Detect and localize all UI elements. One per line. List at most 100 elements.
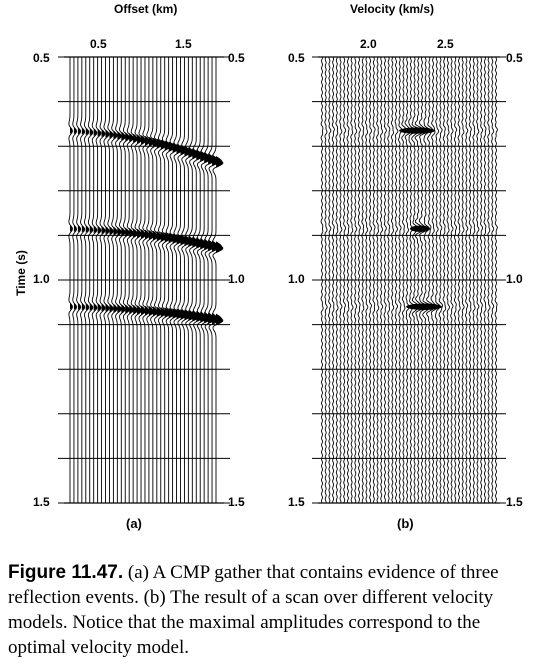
panel-b-amplitude-peak [399,127,435,134]
panel-a-event-lobe [81,127,85,135]
panel-b-trace [357,56,361,504]
panel-a-trace [154,56,163,503]
panel-a-event-lobe [70,127,73,134]
panel-a-trace [161,56,171,503]
panel-a-ytick-right-0: 0.5 [228,51,245,65]
panel-b-trace [461,56,465,504]
panel-b-ytick-right-2: 1.5 [506,495,523,509]
caption-text: (a) A CMP gather that contains evidence … [8,562,499,658]
panel-a-event-lobe [141,135,146,145]
panel-a-trace [192,57,204,503]
panel-a-event-lobe [137,228,142,238]
panel-a-event-lobe [125,304,130,314]
panel-a-event-lobe [97,303,101,312]
panel-a-trace [107,56,114,503]
panel-a-trace [181,56,191,503]
panel-a-event-lobe [101,225,105,234]
panel-a-trace [150,56,159,503]
panel-a-event-lobe [109,303,113,312]
figure-caption: Figure 11.47. (a) A CMP gather that cont… [8,560,536,660]
panel-a-event-lobe [144,135,150,146]
panel-a-trace [68,57,73,503]
panel-b-title: Velocity (km/s) [350,2,435,16]
panel-b-trace [320,56,324,504]
panel-a-event-lobe [164,307,170,318]
panel-a-event-lobe [148,136,154,147]
panel-a-trace [177,56,187,503]
panel-b-trace [476,56,480,504]
panel-a-ylabel: Time (s) [14,250,28,296]
panel-a-event-lobe [109,130,113,139]
panel-a-trace [212,57,224,503]
panel-a-event-lobe [148,306,154,316]
panel-b-trace [390,56,395,504]
panel-a-trace [146,56,155,503]
panel-b-trace [342,56,347,504]
panel-a-trace [157,56,167,503]
panel-a-event-lobe [144,229,150,240]
panel-a-event-lobe [105,303,109,312]
panel-b-trace [394,56,399,504]
panel-b-trace [438,56,443,504]
panel-b-trace [368,56,373,504]
panel-b-trace [372,56,376,504]
panel-a-event-lobe [129,132,134,142]
panel-b-trace [379,56,384,504]
panel-a-event-lobe [160,139,166,150]
panel-a-event-lobe [117,131,122,140]
panel-a-trace [185,56,195,503]
panel-b-trace [468,56,472,504]
panel-a-ytick-left-2: 1.5 [33,495,50,509]
caption-label: Figure 11.47. [8,562,124,583]
panel-a-event-lobe [113,226,118,235]
panel-a-event-lobe [125,132,130,141]
panel-b-trace [346,56,350,504]
panel-a-trace [142,56,151,503]
panel-a-trace [196,56,208,503]
panel-a-event-lobe [152,137,158,148]
panel-a-event-lobe [105,226,109,235]
panel-a-event-lobe [70,224,73,232]
panel-a-title: Offset (km) [114,2,178,16]
panel-a-event-lobe [156,306,162,317]
panel-a-event-lobe [216,313,223,326]
panel-a-event-lobe [129,227,134,237]
panel-b-trace [328,56,332,504]
panel-a-event-lobe [77,225,81,233]
panel-a-event-lobe [148,230,154,240]
panel-b-trace [457,56,461,504]
panel-a-event-lobe [73,127,77,135]
panel-a-trace [111,56,118,503]
panel-a-event-lobe [133,133,138,143]
panel-a-event-lobe [160,307,166,317]
panel-a-event-lobe [73,225,77,232]
panel-b-trace [354,56,358,504]
panel-a-trace [204,56,216,503]
panel-a-event-lobe [129,304,134,314]
panel-a-ytick-left-0: 0.5 [33,51,50,65]
panel-a-event-lobe [160,231,166,242]
panel-a-event-lobe [121,131,126,141]
panel-a-event-lobe [81,303,85,311]
panel-b-trace [339,56,343,504]
panel-a-trace [134,56,143,503]
panel-b-trace [335,56,339,504]
panel-a-event-lobe [125,227,130,237]
panel-b-ytick-left-1: 1.0 [288,272,305,286]
panel-a-event-lobe [168,307,174,319]
panel-a-trace [173,56,183,503]
panel-a-event-lobe [93,128,97,136]
panel-a-event-lobe [152,306,158,317]
panel-b-xtick-0: 2.0 [360,37,377,51]
panel-a-trace [126,56,134,503]
panel-b-trace [324,56,328,503]
panel-a-trace [119,56,126,503]
panel-a-trace [208,56,220,503]
panel-b-trace [472,56,476,504]
panel-a-event-lobe [77,127,81,135]
panel-a-event-lobe [133,304,138,314]
panel-a-event-lobe [97,225,101,234]
panel-a-gather [58,56,230,504]
panel-a-ytick-right-1: 1.0 [228,272,245,286]
